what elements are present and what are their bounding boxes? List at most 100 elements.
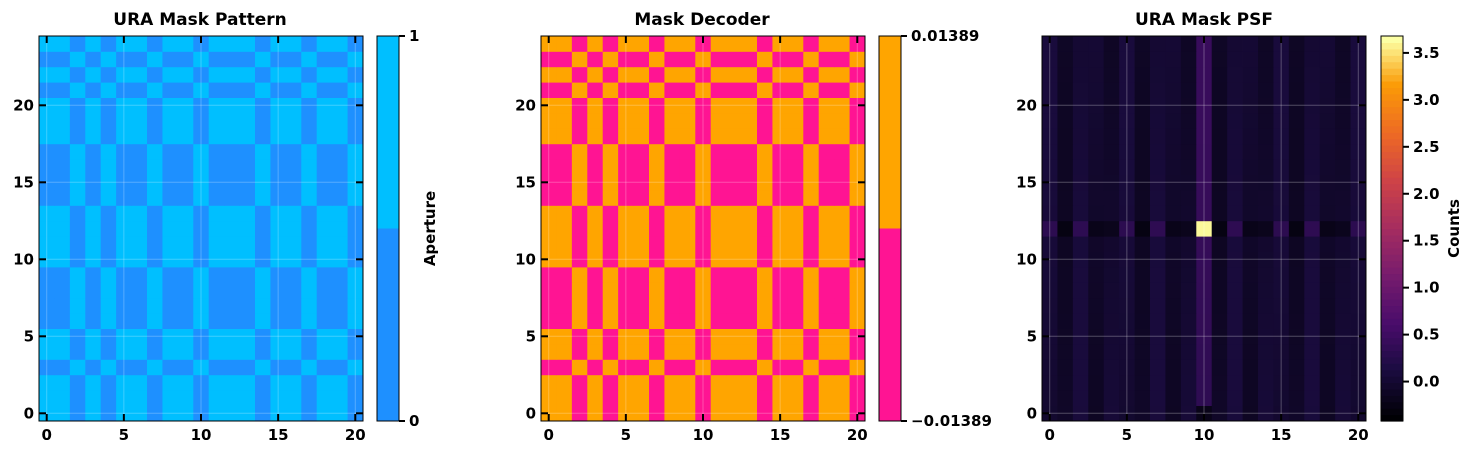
heatmap-cell bbox=[1242, 313, 1259, 329]
heatmap-cell bbox=[1150, 143, 1166, 160]
heatmap-cell bbox=[239, 143, 256, 160]
heatmap-cell bbox=[39, 128, 55, 145]
heatmap-cell bbox=[1042, 36, 1058, 52]
heatmap-cell bbox=[54, 66, 71, 83]
heatmap-cell bbox=[726, 220, 742, 237]
heatmap-cell bbox=[224, 97, 240, 114]
heatmap-cell bbox=[587, 328, 604, 345]
heatmap-cell bbox=[633, 359, 650, 376]
heatmap-cell bbox=[1350, 236, 1367, 252]
heatmap-cell bbox=[100, 282, 117, 299]
heatmap-cell bbox=[270, 390, 287, 406]
heatmap-cell bbox=[224, 220, 240, 237]
heatmap-cell bbox=[224, 36, 240, 52]
heatmap-cell bbox=[834, 267, 850, 283]
heatmap-cell bbox=[69, 236, 86, 252]
heatmap-cell bbox=[633, 313, 650, 329]
heatmap-cell bbox=[571, 220, 588, 237]
heatmap-cell bbox=[679, 113, 696, 129]
colorbar-segment bbox=[1381, 228, 1403, 236]
heatmap-cell bbox=[1119, 405, 1135, 422]
heatmap-cell bbox=[741, 297, 758, 314]
heatmap-cell bbox=[1288, 220, 1305, 237]
heatmap-cell bbox=[347, 267, 364, 283]
heatmap-cell bbox=[618, 344, 634, 360]
heatmap-cell bbox=[587, 66, 604, 83]
heatmap-cell bbox=[162, 344, 179, 360]
heatmap-cell bbox=[556, 82, 573, 98]
heatmap-cell bbox=[1350, 36, 1367, 52]
heatmap-cell bbox=[224, 390, 240, 406]
heatmap-cell bbox=[85, 405, 102, 422]
heatmap-cell bbox=[1119, 66, 1135, 83]
heatmap-cell bbox=[602, 66, 619, 83]
heatmap-cell bbox=[270, 328, 287, 345]
heatmap-cell bbox=[116, 236, 132, 252]
heatmap-cell bbox=[1119, 313, 1135, 329]
heatmap-cell bbox=[54, 282, 71, 299]
heatmap-cell bbox=[649, 313, 665, 329]
heatmap-cell bbox=[1288, 405, 1305, 422]
heatmap-cell bbox=[1042, 143, 1058, 160]
heatmap-cell bbox=[803, 236, 820, 252]
heatmap-cell bbox=[602, 267, 619, 283]
heatmap-cell bbox=[571, 344, 588, 360]
heatmap-cell bbox=[1304, 205, 1321, 222]
heatmap-cell bbox=[347, 236, 364, 252]
colorbar-segment bbox=[1381, 324, 1403, 332]
heatmap-cell bbox=[787, 174, 804, 191]
heatmap-cell bbox=[803, 82, 820, 98]
heatmap-cell bbox=[1134, 97, 1151, 114]
heatmap-cell bbox=[787, 344, 804, 360]
heatmap-cell bbox=[695, 66, 712, 83]
heatmap-cell bbox=[131, 328, 148, 345]
heatmap-cell bbox=[787, 267, 804, 283]
heatmap-cell bbox=[177, 220, 194, 237]
colorbar-segment bbox=[1381, 350, 1403, 358]
heatmap-cell bbox=[741, 251, 758, 268]
heatmap-cell bbox=[602, 205, 619, 222]
heatmap-cell bbox=[208, 267, 225, 283]
heatmap-cell bbox=[347, 251, 364, 268]
heatmap-cell bbox=[695, 51, 712, 68]
heatmap-cell bbox=[224, 282, 240, 299]
heatmap-cell bbox=[1211, 390, 1228, 406]
heatmap-cell bbox=[1335, 344, 1351, 360]
heatmap-cell bbox=[849, 205, 866, 222]
heatmap-cell bbox=[1119, 51, 1135, 68]
heatmap-cell bbox=[757, 159, 773, 175]
heatmap-cell bbox=[571, 205, 588, 222]
heatmap-cell bbox=[1057, 251, 1074, 268]
heatmap-cell bbox=[818, 405, 835, 422]
heatmap-cell bbox=[1211, 205, 1228, 222]
heatmap-cell bbox=[239, 113, 256, 129]
heatmap-cell bbox=[787, 313, 804, 329]
heatmap-cell bbox=[818, 205, 835, 222]
heatmap-cell bbox=[1088, 374, 1105, 391]
heatmap-cell bbox=[39, 374, 55, 391]
heatmap-cell bbox=[571, 190, 588, 206]
colorbar-segment bbox=[1381, 414, 1403, 422]
heatmap-cell bbox=[116, 282, 132, 299]
heatmap-cell bbox=[1258, 220, 1274, 237]
heatmap-cell bbox=[1119, 344, 1135, 360]
heatmap-cell bbox=[208, 220, 225, 237]
heatmap-cell bbox=[177, 328, 194, 345]
heatmap-cell bbox=[316, 344, 333, 360]
colorbar-tick-label: 1 bbox=[409, 27, 419, 45]
heatmap-cell bbox=[695, 128, 712, 145]
heatmap-cell bbox=[39, 313, 55, 329]
heatmap-cell bbox=[710, 66, 727, 83]
colorbar-segment bbox=[1381, 401, 1403, 409]
heatmap-cell bbox=[1211, 374, 1228, 391]
heatmap-cell bbox=[757, 174, 773, 191]
heatmap-cell bbox=[556, 97, 573, 114]
heatmap-cell bbox=[834, 297, 850, 314]
heatmap-cell bbox=[1042, 267, 1058, 283]
heatmap-cell bbox=[1042, 128, 1058, 145]
heatmap-cell bbox=[69, 344, 86, 360]
heatmap-cell bbox=[1304, 328, 1321, 345]
heatmap-cell bbox=[1134, 313, 1151, 329]
heatmap-cell bbox=[741, 159, 758, 175]
heatmap-cell bbox=[224, 205, 240, 222]
